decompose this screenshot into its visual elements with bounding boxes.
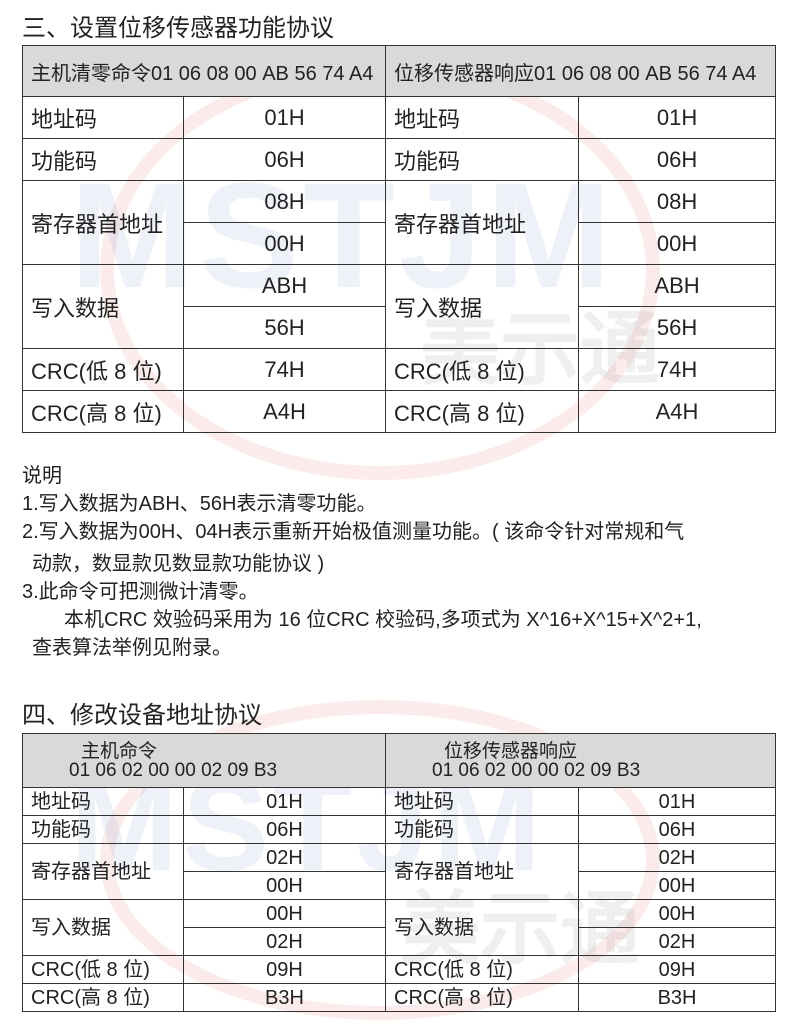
header-host-command: 主机清零命令01 06 08 00 AB 56 74 A4 (21, 45, 387, 97)
cell-label: 寄存器首地址 (385, 843, 580, 900)
cell-label: 写入数据 (385, 264, 580, 349)
cell-value: 06H (578, 138, 777, 181)
cell-value: 09H (578, 955, 777, 984)
header-sensor-response: 位移传感器响应01 06 08 00 AB 56 74 A4 (385, 45, 777, 97)
cell-value: 06H (182, 815, 387, 844)
cell-label: 地址码 (385, 96, 580, 139)
cell-label: 寄存器首地址 (385, 180, 580, 265)
cell-value: 01H (182, 96, 387, 139)
cell-value: 08H (182, 180, 387, 223)
cell-label: 寄存器首地址 (22, 180, 184, 265)
cell-label: CRC(高 8 位) (385, 390, 580, 433)
cell-value: 02H (578, 843, 777, 872)
cell-label: 写入数据 (22, 899, 184, 956)
cell-value: 06H (578, 815, 777, 844)
cell-value: 00H (182, 899, 387, 928)
cell-value: 56H (182, 306, 387, 349)
header-label: 位移传感器响应 (444, 740, 578, 762)
note-2-cont: 动款，数显款见数显款功能协议 ) (32, 553, 325, 575)
cell-value: 09H (182, 955, 387, 984)
cell-value: 01H (578, 787, 777, 816)
cell-value: 01H (182, 787, 387, 816)
cell-label: CRC(低 8 位) (385, 348, 580, 391)
note-2: 2.写入数据为00H、04H表示重新开始极值测量功能。( 该命令针对常规和气 (22, 521, 685, 543)
cell-label: CRC(高 8 位) (22, 983, 184, 1012)
cell-label: CRC(高 8 位) (385, 983, 580, 1012)
cell-label: 地址码 (385, 787, 580, 816)
section-3-title: 三、设置位移传感器功能协议 (22, 15, 334, 42)
cell-value: 00H (578, 222, 777, 265)
change-address-table: 主机命令 01 06 02 00 00 02 09 B3 位移传感器响应 01 06 … (21, 733, 777, 1012)
cell-value: 02H (578, 927, 777, 956)
note-1: 1.写入数据为ABH、56H表示清零功能。 (22, 493, 377, 515)
header-label: 主机命令 (81, 740, 158, 762)
cell-value: A4H (182, 390, 387, 433)
cell-value: 00H (578, 871, 777, 900)
cell-label: 功能码 (22, 815, 184, 844)
cell-value: 08H (578, 180, 777, 223)
cell-label: CRC(高 8 位) (22, 390, 184, 433)
notes-title: 说明 (22, 465, 62, 487)
cell-value: 02H (182, 927, 387, 956)
header-sensor-response: 位移传感器响应 01 06 02 00 00 02 09 B3 (385, 733, 777, 788)
cell-value: B3H (182, 983, 387, 1012)
cell-value: 74H (182, 348, 387, 391)
cell-value: 00H (578, 899, 777, 928)
cell-value: 02H (182, 843, 387, 872)
cell-value: ABH (578, 264, 777, 307)
cell-value: 01H (578, 96, 777, 139)
header-bytes: 01 06 02 00 00 02 09 B3 (432, 759, 641, 781)
cell-label: 地址码 (22, 96, 184, 139)
note-crc-cont: 查表算法举例见附录。 (32, 637, 232, 659)
header-host-command: 主机命令 01 06 02 00 00 02 09 B3 (21, 733, 387, 788)
cell-value: 56H (578, 306, 777, 349)
cell-label: 写入数据 (385, 899, 580, 956)
cell-value: ABH (182, 264, 387, 307)
cell-value: 74H (578, 348, 777, 391)
cell-label: 功能码 (22, 138, 184, 181)
cell-label: 寄存器首地址 (22, 843, 184, 900)
cell-label: 写入数据 (22, 264, 184, 349)
cell-value: 06H (182, 138, 387, 181)
note-crc: 本机CRC 效验码采用为 16 位CRC 校验码,多项式为 X^16+X^15+… (64, 609, 702, 631)
note-3: 3.此命令可把测微计清零。 (22, 581, 259, 603)
cell-label: 地址码 (22, 787, 184, 816)
cell-label: 功能码 (385, 138, 580, 181)
cell-value: 00H (182, 871, 387, 900)
clear-command-table: 主机清零命令01 06 08 00 AB 56 74 A4 位移传感器响应01 0… (21, 45, 777, 433)
cell-label: 功能码 (385, 815, 580, 844)
cell-value: 00H (182, 222, 387, 265)
cell-label: CRC(低 8 位) (22, 955, 184, 984)
notes: 说明 1.写入数据为ABH、56H表示清零功能。 2.写入数据为00H、04H表… (22, 462, 702, 662)
cell-label: CRC(低 8 位) (22, 348, 184, 391)
section-4-title: 四、修改设备地址协议 (22, 702, 262, 729)
cell-label: CRC(低 8 位) (385, 955, 580, 984)
header-bytes: 01 06 02 00 00 02 09 B3 (69, 759, 278, 781)
cell-value: B3H (578, 983, 777, 1012)
cell-value: A4H (578, 390, 777, 433)
